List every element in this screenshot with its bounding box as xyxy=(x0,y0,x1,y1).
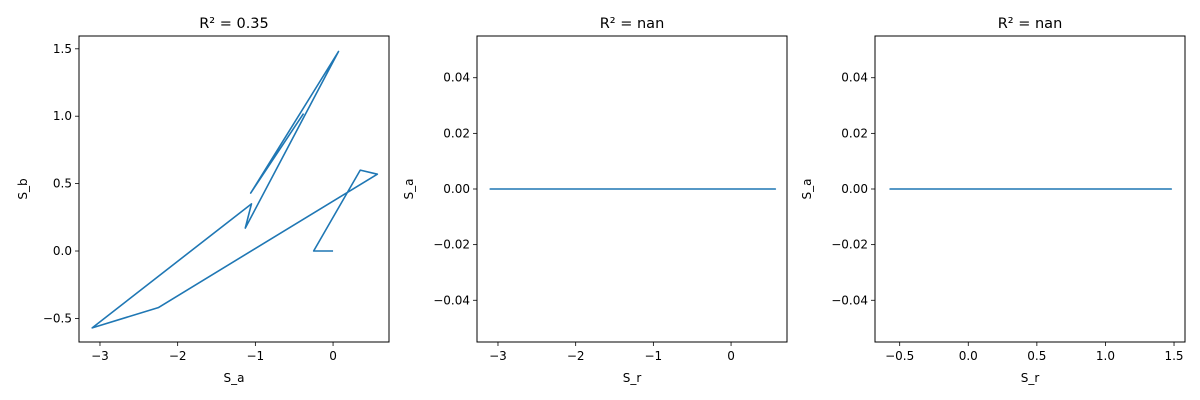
chart-title: R² = nan xyxy=(998,16,1063,32)
y-tick-label: −0.04 xyxy=(433,293,470,307)
chart-title: R² = 0.35 xyxy=(199,16,269,32)
x-tick-label: −2 xyxy=(567,349,585,363)
chart-title: R² = nan xyxy=(600,16,665,32)
y-tick-label: −0.02 xyxy=(433,238,470,252)
x-tick-label: −1 xyxy=(247,349,265,363)
y-tick-label: −0.02 xyxy=(831,238,868,252)
x-axis-label: S_r xyxy=(1021,371,1040,385)
y-axis-label: S_b xyxy=(16,178,30,199)
y-tick-label: 0.00 xyxy=(841,182,868,196)
y-tick-label: 1.0 xyxy=(53,109,72,123)
x-tick-label: 0.5 xyxy=(1027,349,1046,363)
y-tick-label: 0.0 xyxy=(53,244,72,258)
y-tick-label: −0.5 xyxy=(43,311,72,325)
chart-panel-2: −3 −2 −1 0 −0.04 −0.02 0.00 0.02 0.04 R² = nan S_r… xyxy=(402,16,788,385)
x-tick-label: −3 xyxy=(489,349,507,363)
chart-panel-1: −3 −2 −1 0 −0.5 0.0 0.5 1.0 1.5 R² = 0.35 S_a S_b xyxy=(16,16,390,385)
x-tick-label: 1.0 xyxy=(1096,349,1115,363)
x-axis-label: S_a xyxy=(224,371,245,385)
y-tick-label: 1.5 xyxy=(53,42,72,56)
x-tick-label: 0 xyxy=(329,349,337,363)
y-tick-label: 0.04 xyxy=(841,71,868,85)
x-tick-label: 0.0 xyxy=(959,349,978,363)
y-axis-label: S_a xyxy=(800,179,814,200)
x-tick-label: −0.5 xyxy=(885,349,914,363)
plot-frame xyxy=(78,35,390,343)
chart-panel-3: −0.5 0.0 0.5 1.0 1.5 −0.04 −0.02 0.00 0.02 0.04 R²… xyxy=(800,16,1186,385)
y-tick-label: 0.5 xyxy=(53,177,72,191)
y-tick-label: −0.04 xyxy=(831,293,868,307)
x-tick-label: −1 xyxy=(645,349,663,363)
x-tick-label: 1.5 xyxy=(1164,349,1183,363)
y-tick-label: 0.02 xyxy=(841,126,868,140)
y-axis-label: S_a xyxy=(402,179,416,200)
x-axis-label: S_r xyxy=(623,371,642,385)
x-tick-label: −3 xyxy=(91,349,109,363)
series-line xyxy=(91,50,379,329)
x-tick-label: −2 xyxy=(169,349,187,363)
y-tick-label: 0.00 xyxy=(443,182,470,196)
y-tick-label: 0.04 xyxy=(443,71,470,85)
y-tick-label: 0.02 xyxy=(443,126,470,140)
x-tick-label: 0 xyxy=(727,349,735,363)
